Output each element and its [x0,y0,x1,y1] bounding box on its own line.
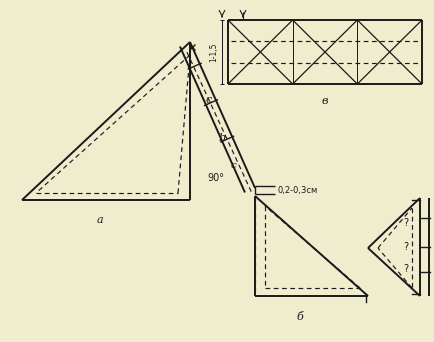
Text: б: б [296,312,303,322]
Text: 90°: 90° [207,173,224,183]
Text: b: b [218,133,226,143]
Text: ?: ? [404,218,408,227]
Text: c: c [206,95,212,105]
Text: 0,2-0,3см: 0,2-0,3см [277,185,317,195]
Text: ?: ? [404,242,408,252]
Text: в: в [322,96,328,106]
Text: ?: ? [404,264,408,274]
Text: a: a [97,215,103,225]
Text: c: c [230,160,236,170]
Text: 1-1,5: 1-1,5 [209,42,218,62]
